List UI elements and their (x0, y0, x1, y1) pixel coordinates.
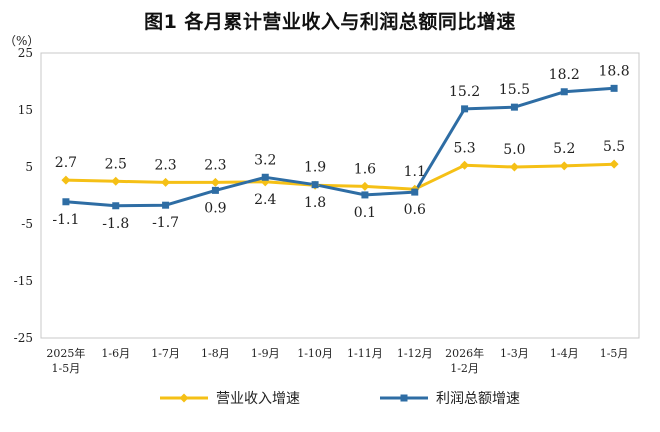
data-point (112, 202, 120, 210)
series-markers (61, 84, 619, 210)
data-label: 15.5 (499, 82, 530, 98)
series-lines (65, 86, 615, 208)
data-label: 18.2 (549, 67, 580, 83)
data-point (360, 181, 370, 191)
data-label: 2.3 (204, 157, 226, 173)
x-tick-label: 1-5月 (600, 347, 629, 360)
data-point (411, 188, 419, 196)
x-tick-label: 1-7月 (151, 347, 180, 360)
data-point (210, 177, 220, 187)
data-label: 1.1 (404, 164, 426, 180)
data-point (311, 181, 319, 189)
x-tick-label: 1-5月 (52, 362, 81, 375)
data-point (261, 173, 269, 181)
y-axis-label: （%） (4, 34, 39, 48)
data-label: 15.2 (449, 84, 480, 100)
data-label: 5.5 (603, 139, 625, 155)
data-label: 1.8 (304, 195, 326, 211)
data-label: 3.2 (254, 152, 276, 168)
data-point (161, 177, 171, 187)
data-point (559, 161, 569, 171)
x-tick-label: 1-12月 (397, 347, 433, 360)
data-label: 0.6 (404, 202, 426, 218)
data-point (361, 191, 369, 199)
y-tick-label: 5 (25, 160, 33, 174)
x-tick-label: 2025年 (46, 346, 85, 360)
x-tick-label: 1-6月 (101, 347, 130, 360)
x-tick-label: 1-9月 (251, 347, 280, 360)
legend-marker (400, 394, 408, 402)
data-label: 1.9 (304, 160, 326, 176)
x-tick-label: 1-3月 (500, 347, 529, 360)
data-labels: 2.7 -1.1 2.5 -1.8 2.3 -1.7 2.3 0.9 3.2 2.4 1.9 1.8 1… (52, 63, 629, 231)
data-point (510, 103, 518, 111)
data-label: 2.3 (154, 157, 176, 173)
data-label: 1.6 (354, 161, 376, 177)
legend-label: 利润总额增速 (436, 391, 520, 407)
y-axis-ticks: 25 15 5 -5 -15 -25 (14, 46, 33, 345)
y-tick-label: -15 (14, 274, 33, 288)
x-tick-label: 1-8月 (201, 347, 230, 360)
x-tick-label: 1-11月 (347, 347, 383, 360)
data-point (610, 84, 618, 92)
x-tick-label: 1-10月 (297, 347, 333, 360)
x-tick-label: 1-2月 (450, 362, 479, 375)
data-point (509, 162, 519, 172)
legend-marker (179, 393, 189, 403)
data-label: 0.9 (204, 200, 226, 216)
legend-label: 营业收入增速 (216, 391, 300, 407)
data-point (62, 198, 70, 206)
x-axis-ticks: 2025年 1-5月 1-6月 1-7月 1-8月 1-9月 1-10月 1-11月 1-12月… (46, 346, 628, 375)
data-point (461, 105, 469, 113)
data-label: 0.1 (354, 205, 376, 221)
y-tick-label: 25 (18, 46, 33, 60)
data-label: 5.3 (453, 140, 475, 156)
data-point (560, 88, 568, 96)
data-label: -1.1 (52, 212, 79, 228)
legend: 营业收入增速 利润总额增速 (160, 391, 520, 407)
plot-area (40, 52, 640, 339)
series-line-0 (65, 162, 615, 191)
data-label: 18.8 (598, 63, 629, 79)
data-label: 5.2 (553, 141, 575, 157)
data-label: 5.0 (503, 142, 525, 158)
x-tick-label: 1-4月 (550, 347, 579, 360)
data-label: 2.4 (254, 192, 276, 208)
data-label: -1.7 (152, 215, 179, 231)
x-tick-label: 2026年 (445, 346, 484, 360)
data-label: 2.5 (105, 156, 127, 172)
data-label: -1.8 (102, 216, 129, 232)
data-point (61, 175, 71, 185)
y-tick-label: -5 (21, 217, 33, 231)
data-label: 2.7 (55, 155, 77, 171)
data-point (162, 201, 170, 209)
series-line-1 (65, 86, 615, 208)
data-point (111, 176, 121, 186)
data-point (460, 160, 470, 170)
y-tick-label: 15 (18, 103, 33, 117)
data-point (211, 186, 219, 194)
y-tick-label: -25 (14, 331, 33, 345)
data-point (609, 159, 619, 169)
chart-title: 图1 各月累计营业收入与利润总额同比增速 (144, 11, 516, 33)
